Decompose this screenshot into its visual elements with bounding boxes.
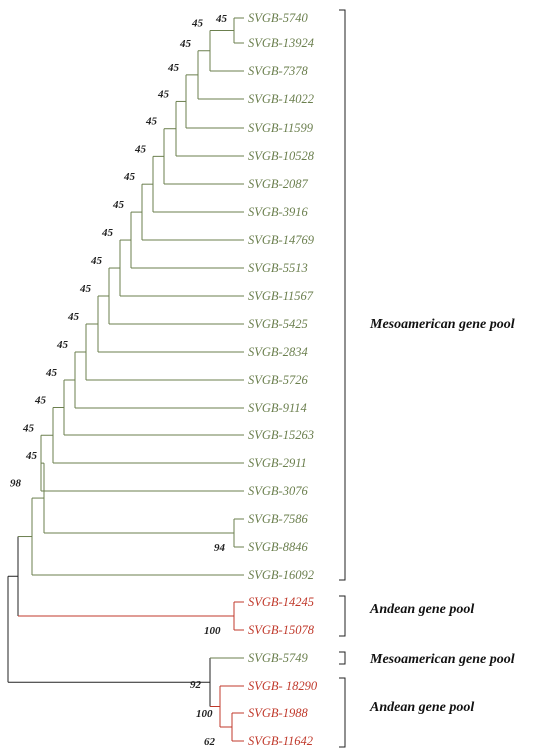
bootstrap-value: 45	[112, 199, 125, 211]
group-bracket	[339, 9, 346, 581]
leaf-label: SVGB-5425	[248, 317, 308, 331]
leaf-label: SVGB-11567	[248, 289, 314, 303]
bootstrap-value: 62	[204, 736, 216, 748]
bootstrap-value: 45	[25, 450, 38, 462]
bootstrap-value: 45	[34, 395, 47, 407]
bootstrap-value: 98	[10, 478, 22, 490]
bootstrap-value: 45	[45, 367, 58, 379]
leaf-label: SVGB-3076	[248, 484, 308, 498]
group-bracket	[339, 677, 346, 748]
bootstrap-value: 45	[101, 227, 114, 239]
bootstrap-value: 92	[190, 679, 202, 691]
group-label: Andean gene pool	[369, 602, 474, 617]
tree-branches	[7, 17, 244, 742]
bootstrap-value: 94	[214, 542, 226, 554]
leaf-label: SVGB-9114	[248, 401, 307, 415]
group-label: Mesoamerican gene pool	[369, 652, 515, 667]
group-labels: Mesoamerican gene pool Andean gene pool Me…	[369, 317, 515, 715]
leaf-label: SVGB-7378	[248, 64, 308, 78]
leaf-label: SVGB-5513	[248, 261, 308, 275]
leaf-label: SVGB-2911	[248, 456, 307, 470]
leaf-label: SVGB-2087	[248, 177, 308, 191]
leaf-label: SVGB-5740	[248, 11, 308, 25]
bootstrap-value: 45	[157, 88, 170, 100]
bootstrap-value: 45	[215, 13, 228, 25]
leaf-label: SVGB-14769	[248, 233, 315, 247]
group-bracket	[339, 651, 346, 665]
bootstrap-value: 45	[79, 283, 92, 295]
leaf-label: SVGB-11642	[248, 734, 313, 748]
leaf-label: SVGB-5726	[248, 373, 308, 387]
leaf-label: SVGB-14022	[248, 92, 314, 106]
leaf-label: SVGB-1988	[248, 706, 308, 720]
bootstrap-value: 45	[145, 116, 158, 128]
leaf-label: SVGB-15263	[248, 428, 314, 442]
group-bracket	[339, 595, 346, 637]
bootstrap-value: 45	[90, 255, 103, 267]
leaf-labels: SVGB-5740 SVGB-13924 SVGB-7378 SVGB-14022 SV…	[248, 11, 318, 748]
bootstrap-value: 45	[167, 62, 180, 74]
bootstrap-value: 100	[204, 625, 221, 637]
leaf-label: SVGB-7586	[248, 512, 308, 526]
bootstrap-value: 100	[196, 708, 213, 720]
group-label: Mesoamerican gene pool	[369, 317, 515, 332]
group-brackets	[339, 9, 346, 748]
leaf-label: SVGB-3916	[248, 205, 308, 219]
bootstrap-value: 45	[22, 422, 35, 434]
leaf-label: SVGB-8846	[248, 540, 308, 554]
leaf-label: SVGB-2834	[248, 345, 308, 359]
group-label: Andean gene pool	[369, 700, 474, 715]
bootstrap-labels: 45 45 45 45 45 45 45 45 45 45 45 45 45 45 45 45 45 45 94 98…	[10, 13, 228, 748]
leaf-label: SVGB-15078	[248, 623, 315, 637]
bootstrap-value: 45	[179, 38, 192, 50]
bootstrap-value: 45	[134, 143, 147, 155]
leaf-label: SVGB-16092	[248, 568, 314, 582]
leaf-label: SVGB-5749	[248, 651, 308, 665]
leaf-label: SVGB-14245	[248, 595, 314, 609]
leaf-label: SVGB- 18290	[248, 679, 318, 693]
leaf-label: SVGB-11599	[248, 121, 314, 135]
bootstrap-value: 45	[56, 339, 69, 351]
bootstrap-value: 45	[67, 311, 80, 323]
bootstrap-value: 45	[123, 171, 136, 183]
bootstrap-value: 45	[191, 18, 204, 30]
leaf-label: SVGB-10528	[248, 149, 315, 163]
leaf-label: SVGB-13924	[248, 36, 314, 50]
